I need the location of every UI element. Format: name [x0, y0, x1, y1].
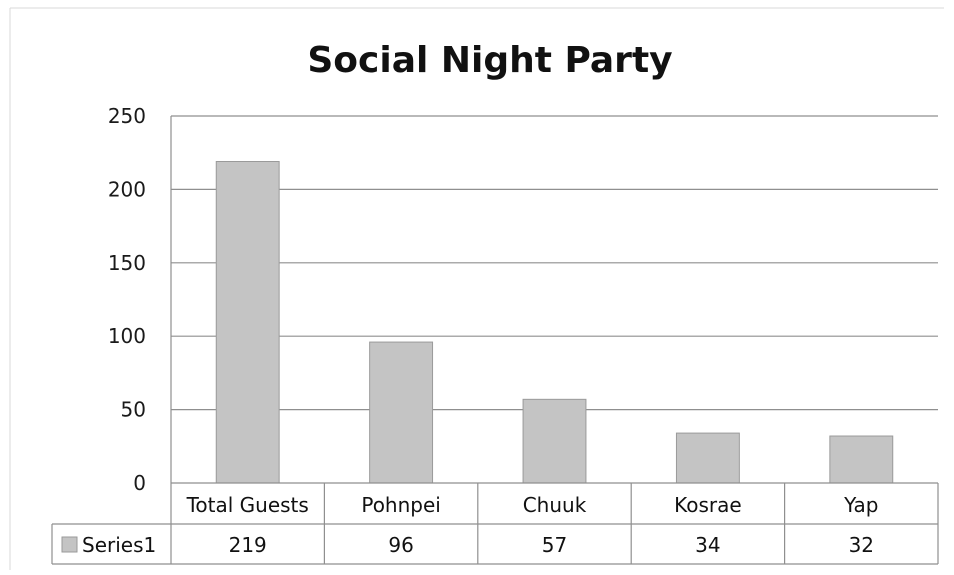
value-label: 32: [849, 533, 874, 557]
y-tick-label: 100: [108, 324, 146, 348]
value-label: 57: [542, 533, 567, 557]
value-label: 96: [388, 533, 413, 557]
y-tick-label: 200: [108, 177, 146, 201]
chart-title: Social Night Party: [307, 40, 672, 81]
bar: [369, 341, 434, 484]
legend-swatch: [61, 536, 78, 553]
bar: [829, 435, 894, 484]
category-label: Yap: [843, 493, 878, 517]
bar: [522, 398, 587, 484]
y-axis: 0 50 100 150 200 250: [108, 104, 172, 495]
value-label: 34: [695, 533, 720, 557]
value-label: 219: [229, 533, 267, 557]
category-label: Total Guests: [186, 493, 309, 517]
category-label: Chuuk: [523, 493, 587, 517]
y-tick-label: 50: [121, 398, 146, 422]
y-tick-label: 250: [108, 104, 146, 128]
bars: [215, 161, 894, 484]
y-tick-label: 0: [133, 471, 146, 495]
data-table: Total Guests 219 Pohnpei 96 Chuuk 57 Kosrae 34 Y…: [51, 482, 939, 565]
category-label: Kosrae: [674, 493, 742, 517]
bar: [215, 161, 280, 484]
bar: [675, 432, 740, 484]
y-tick-label: 150: [108, 251, 146, 275]
legend-series-name: Series1: [82, 533, 156, 557]
category-label: Pohnpei: [361, 493, 441, 517]
